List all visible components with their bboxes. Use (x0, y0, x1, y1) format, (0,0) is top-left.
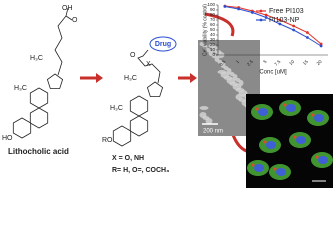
ring (129, 95, 149, 117)
uptake-dot (255, 107, 259, 111)
uptake-dot (263, 140, 267, 144)
particle (220, 62, 226, 68)
curved-arrow (204, 12, 235, 37)
point (223, 5, 227, 8)
particle (208, 50, 214, 56)
x-tick-label: 0.5 (218, 59, 226, 67)
legend-label: Free PI103 (269, 8, 304, 15)
y-tick-label: 20 (210, 42, 216, 47)
chem-label: H₃C (124, 75, 137, 82)
series-line (224, 5, 322, 45)
y-tick-label: 60 (210, 22, 216, 27)
nucleus (286, 104, 296, 112)
y-tick-label: 10 (210, 47, 216, 52)
chem-label: H₃C (110, 105, 123, 112)
particle (205, 118, 213, 124)
nucleus (254, 164, 264, 172)
y-tick-label: 70 (210, 17, 216, 22)
chem-label: H₃C (30, 55, 43, 62)
uptake-dot (283, 103, 287, 107)
molecule-name: Lithocholic acid (8, 147, 69, 156)
chem-label: O (130, 52, 136, 59)
point (319, 44, 323, 48)
uptake-dot (311, 113, 315, 117)
point (250, 11, 254, 14)
particle (214, 56, 220, 62)
legend-marker (259, 9, 263, 13)
chem-label: H₃C (14, 85, 27, 92)
ring (12, 117, 32, 139)
x-tick-label: 7.5 (273, 59, 281, 67)
uptake-dot (315, 155, 319, 159)
x-tick-label: 1 (235, 59, 241, 65)
y-axis-label: Cell viability (% control) (202, 4, 208, 56)
x-tick-label: 2.5 (246, 59, 254, 67)
note: X = O, NH (112, 155, 144, 162)
nucleus (258, 108, 268, 116)
bond (65, 15, 73, 21)
y-tick-label: 40 (210, 32, 216, 37)
nucleus (296, 136, 306, 144)
nucleus (266, 141, 276, 149)
x-tick-label: 20 (316, 59, 323, 66)
ring (46, 73, 64, 89)
particle (202, 44, 208, 50)
chem-label: HO (2, 135, 13, 142)
x-tick-label: 10 (288, 59, 295, 66)
point (292, 28, 296, 32)
point (278, 18, 282, 22)
particle (226, 68, 232, 74)
x-tick-label: 15 (302, 59, 309, 66)
point (319, 42, 323, 46)
x-tick-label: 5 (262, 59, 268, 65)
ring (146, 81, 164, 97)
side-chain (137, 49, 161, 84)
ring (129, 115, 149, 137)
ring (29, 107, 49, 129)
legend-label: PI103-NP (269, 17, 300, 24)
side-chain (54, 7, 69, 76)
point (264, 16, 268, 19)
y-tick-label: 50 (210, 27, 216, 32)
point (292, 24, 296, 28)
nucleus (318, 156, 328, 164)
nucleus (276, 168, 286, 176)
graphical-abstract: OH O H₃C H₃C HO Lithocholic acid Drug O … (2, 2, 333, 188)
legend-marker (259, 18, 263, 22)
point (237, 7, 241, 11)
nucleus (314, 114, 324, 122)
note: R= H, O=, COCH₃ (112, 167, 169, 174)
chem-label: X (146, 61, 151, 68)
uptake-dot (293, 135, 297, 139)
series-line (224, 6, 322, 47)
point (278, 22, 282, 26)
ring (29, 87, 49, 109)
y-tick-label: 30 (210, 37, 216, 42)
scale-label: 200 nm (203, 129, 223, 135)
point (305, 31, 309, 34)
y-tick-label: 0 (212, 52, 215, 57)
chem-label: OH (62, 5, 73, 12)
point (264, 13, 268, 17)
y-tick-label: 80 (210, 12, 216, 17)
chem-label: O (72, 17, 78, 24)
point (305, 36, 309, 39)
arrow-head (96, 73, 103, 83)
ring (112, 125, 132, 147)
y-tick-label: 90 (210, 7, 216, 12)
particle (238, 80, 244, 86)
y-tick-label: 100 (207, 2, 215, 7)
arrow-head (190, 73, 197, 83)
chem-label: Drug (155, 41, 171, 48)
chem-label: RO (102, 137, 113, 144)
uptake-dot (251, 163, 255, 167)
uptake-dot (273, 167, 277, 171)
particle (232, 74, 238, 80)
drug-circle (149, 36, 177, 52)
x-axis-label: Conc [uM] (259, 70, 287, 76)
particle (199, 106, 209, 110)
